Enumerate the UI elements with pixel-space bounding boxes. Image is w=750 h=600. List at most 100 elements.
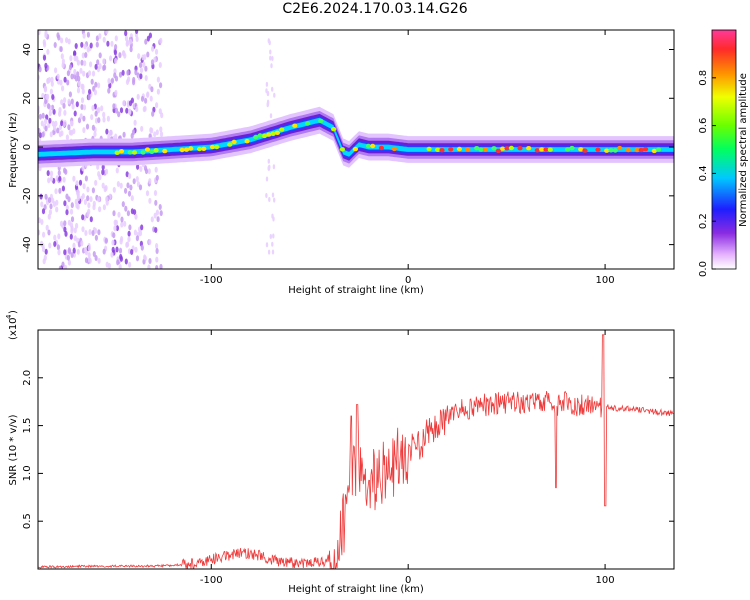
spectrogram-panel: -100 0 100 -40 -20 0 20 40 Height of straight … [8,29,675,296]
noise-speck [155,174,159,181]
noise-speck [88,229,92,235]
noise-speck [84,257,89,264]
noise-speck [82,70,86,77]
noise-speck [91,70,96,77]
noise-speck [73,55,77,62]
noise-speck [84,230,88,236]
noise-speck [78,179,83,186]
noise-speck [130,195,134,202]
noise-speck [87,70,92,77]
ridge-peak [495,148,501,154]
colorbar-label: Normalized spectral amplitude [738,73,749,227]
noise-speck [48,110,52,117]
noise-speck [45,94,49,100]
x-tick-label: 100 [596,575,615,586]
noise-speck [75,202,79,209]
noise-speck [141,54,145,61]
noise-speck [148,239,152,245]
noise-speck [70,227,74,234]
noise-speck [147,168,151,175]
noise-speck [63,264,68,269]
ridge-peak [426,146,432,152]
noise-speck [153,56,157,63]
noise-speck [80,59,84,66]
noise-speck [153,212,157,219]
noise-speck [94,255,98,261]
noise-speck [154,199,158,206]
noise-speck [98,206,102,213]
noise-speck [140,125,144,132]
noise-speck [66,254,70,261]
noise-speck [48,117,52,124]
noise-speck [111,239,115,246]
noise-speck [70,252,74,258]
noise-speck [72,242,76,249]
snr-y-ticks: 0.5 1.0 1.5 2.0 [22,370,674,529]
noise-speck [38,66,42,73]
noise-speck [46,170,50,177]
noise-speck [41,208,46,215]
noise-speck [51,197,55,204]
noise-speck [271,86,274,92]
noise-speck [156,88,160,95]
noise-speck [273,92,276,98]
noise-speck [119,107,124,114]
noise-speck [53,125,57,131]
ridge-peak [188,146,194,151]
noise-speck [128,109,132,116]
noise-speck [106,115,110,122]
noise-speck [91,105,95,111]
noise-speck [107,87,111,94]
noise-speck [97,107,101,113]
noise-speck [112,103,116,110]
noise-speck [48,197,52,204]
noise-speck [269,49,272,55]
noise-speck [57,233,61,240]
noise-speck [143,254,147,261]
noise-speck [41,92,45,99]
noise-speck [112,186,116,193]
noise-speck [63,97,67,104]
spectrogram-marks [38,30,674,269]
noise-speck [271,241,274,247]
noise-speck [45,224,49,231]
noise-speck [57,249,61,256]
noise-speck [48,242,52,249]
ridge-peak [140,150,146,155]
noise-speck [118,264,122,269]
noise-speck [94,63,98,70]
noise-speck [129,184,133,191]
noise-speck [269,234,272,239]
noise-speck [86,195,90,202]
noise-speck [49,170,54,177]
spectrogram-frame [37,29,675,270]
noise-speck [114,57,118,64]
ridge-peak [253,134,259,140]
noise-speck [273,197,276,203]
noise-speck [39,193,43,200]
noise-speck [102,116,106,123]
noise-speck [92,251,96,257]
noise-speck [63,220,67,227]
noise-speck [56,73,60,80]
noise-speck [113,225,117,232]
noise-speck [267,38,270,44]
noise-speck [89,61,93,68]
noise-speck [86,186,90,193]
spectrogram-y-ticks: -40 -20 0 20 40 [22,43,674,253]
noise-speck [56,127,60,134]
y-tick-label: 0 [22,144,33,150]
ridge-peak [201,146,207,151]
noise-speck [155,102,159,109]
noise-speck [104,168,109,175]
ridge-peak [643,146,649,152]
noise-speck [72,175,76,182]
noise-speck [47,103,51,110]
noise-speck [149,95,153,102]
noise-speck [38,113,43,120]
noise-speck [124,258,128,265]
noise-speck [68,91,72,98]
noise-speck [151,110,155,117]
noise-speck [127,230,131,237]
noise-speck [53,241,57,247]
